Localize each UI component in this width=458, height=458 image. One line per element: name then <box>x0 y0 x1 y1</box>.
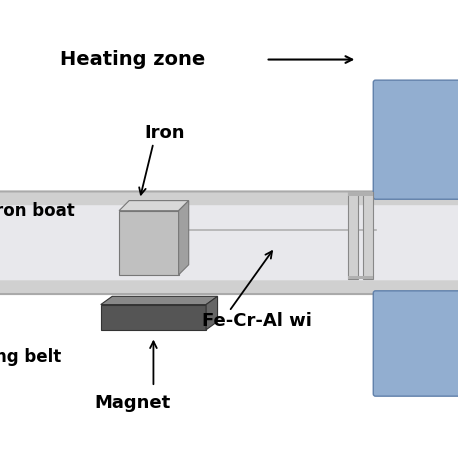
Text: Iron: Iron <box>144 124 185 142</box>
Bar <box>348 276 373 279</box>
Bar <box>364 192 373 279</box>
Text: ng belt: ng belt <box>0 348 62 366</box>
FancyBboxPatch shape <box>373 291 458 396</box>
FancyBboxPatch shape <box>0 191 458 294</box>
Polygon shape <box>101 296 218 305</box>
Text: Magnet: Magnet <box>95 394 171 412</box>
FancyBboxPatch shape <box>373 80 458 199</box>
Bar <box>348 192 373 196</box>
FancyBboxPatch shape <box>0 205 458 280</box>
Bar <box>101 305 206 330</box>
Bar <box>119 211 179 275</box>
Polygon shape <box>119 201 189 211</box>
Text: Heating zone: Heating zone <box>60 50 205 69</box>
Bar <box>348 192 358 279</box>
Polygon shape <box>206 296 218 330</box>
Text: Fe-Cr-Al wi: Fe-Cr-Al wi <box>202 311 311 330</box>
Polygon shape <box>179 201 189 275</box>
Text: ron boat: ron boat <box>0 202 75 220</box>
